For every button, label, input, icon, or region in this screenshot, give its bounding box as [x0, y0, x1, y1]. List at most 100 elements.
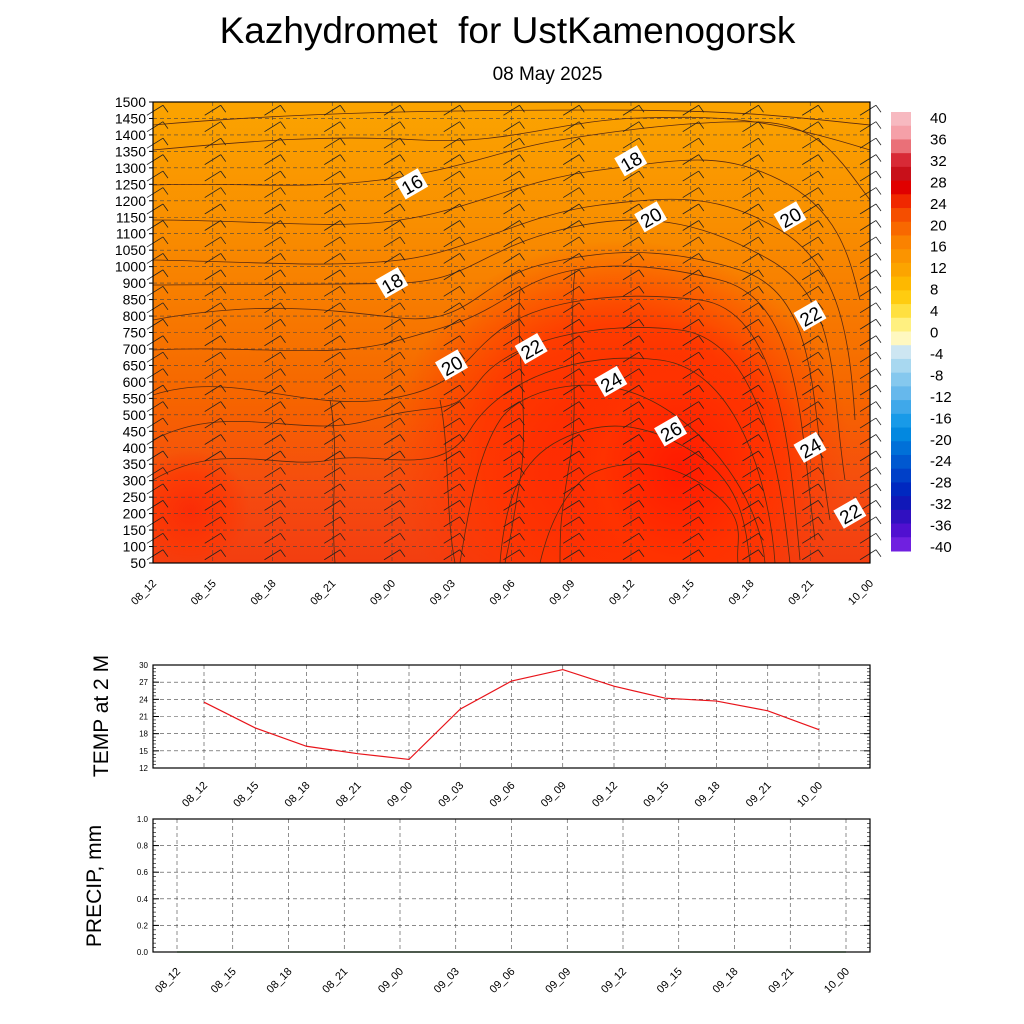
wind-barb-flag — [280, 319, 286, 327]
wind-barb — [503, 335, 520, 347]
x-tick-label: 09_12 — [590, 780, 620, 810]
colorbar-swatch — [891, 523, 911, 538]
wind-barb — [503, 154, 520, 165]
wind-barb-flag — [875, 335, 882, 343]
colorbar-swatch — [891, 112, 911, 127]
y-tick-label: 24 — [139, 695, 148, 704]
wind-barb — [264, 351, 281, 363]
wind-barb — [146, 203, 164, 215]
wind-barb-flag — [578, 401, 585, 409]
x-tick-label: 09_15 — [655, 966, 685, 996]
wind-barb-flag — [220, 236, 227, 245]
wind-barb — [264, 154, 281, 165]
wind-barb — [264, 549, 281, 561]
wind-barb — [324, 104, 341, 116]
wind-barb-flag — [875, 434, 882, 442]
wind-barb-flag — [578, 220, 585, 228]
wind-barb-flag — [519, 302, 525, 311]
wind-barb-flag — [459, 253, 466, 261]
wind-barb-flag — [220, 351, 227, 360]
colorbar-swatch — [891, 262, 911, 278]
wind-barb-flag — [638, 319, 645, 327]
wind-barb — [563, 302, 580, 314]
wind-barb-flag — [162, 533, 169, 541]
wind-barb-flag — [758, 434, 764, 442]
wind-barb-flag — [698, 401, 705, 409]
wind-barb-flag — [220, 549, 227, 558]
wind-barb-flag — [519, 401, 525, 409]
wind-barb — [622, 384, 640, 396]
contour-label-bg — [375, 267, 409, 299]
wind-barb-flag — [758, 467, 764, 475]
x-tick-label: 09_03 — [436, 780, 466, 810]
wind-barb — [264, 532, 281, 544]
wind-barb — [682, 187, 699, 198]
wind-barb-flag — [459, 269, 466, 278]
wind-barb-flag — [758, 137, 764, 146]
wind-barb — [563, 187, 580, 198]
wind-barb-flag — [875, 549, 882, 558]
colorbar-label: -8 — [930, 367, 943, 384]
wind-barb — [146, 104, 164, 116]
wind-barb — [264, 203, 281, 215]
wind-barb-flag — [698, 236, 705, 245]
wind-barb-flag — [459, 434, 466, 442]
wind-barb-flag — [399, 220, 406, 228]
wind-barb — [742, 368, 759, 379]
wind-barb — [742, 302, 759, 314]
y-tick-label: 1000 — [115, 259, 146, 275]
wind-barb-flag — [698, 302, 705, 311]
wind-barb — [742, 220, 759, 231]
heatmap-field — [153, 102, 870, 563]
wind-barb-flag — [162, 269, 169, 278]
wind-barb — [682, 351, 699, 363]
wind-barb — [622, 532, 640, 544]
wind-barb-flag — [519, 269, 525, 278]
wind-barb — [802, 154, 819, 165]
colorbar-swatch — [891, 194, 911, 209]
wind-barb — [146, 170, 164, 182]
wind-barb-flag — [758, 121, 764, 129]
wind-barb — [742, 401, 759, 412]
y-tick-label: 0.6 — [137, 868, 149, 877]
wind-barb-flag — [698, 319, 705, 327]
y-tick-label: 850 — [123, 292, 147, 308]
x-tick-label: 09_18 — [711, 966, 741, 996]
wind-barb — [264, 104, 281, 116]
wind-barb — [682, 269, 699, 281]
wind-barb-flag — [698, 335, 705, 343]
wind-barb-flag — [578, 319, 585, 327]
wind-barb-flag — [698, 170, 705, 179]
wind-barb — [264, 368, 281, 379]
precip-y-axis-label: PRECIP, mm — [83, 825, 106, 947]
wind-barb — [802, 104, 819, 116]
wind-barb — [204, 121, 221, 133]
wind-barb — [859, 302, 877, 314]
wind-barb — [682, 384, 699, 396]
wind-barb — [622, 187, 640, 198]
wind-barb — [622, 335, 640, 347]
temp-y-axis-label: TEMP at 2 M — [90, 655, 113, 777]
y-tick-label: 400 — [123, 440, 147, 456]
y-tick-label: 0.8 — [137, 842, 149, 851]
colorbar-swatch — [891, 125, 911, 140]
colorbar-swatch — [891, 235, 911, 250]
wind-barb-flag — [339, 220, 346, 228]
wind-barb-flag — [578, 170, 585, 179]
wind-barb — [146, 516, 164, 528]
wind-barb — [563, 121, 580, 133]
x-tick-label: 08_15 — [231, 780, 261, 810]
wind-barb-flag — [280, 121, 286, 129]
wind-barb-flag — [459, 335, 466, 343]
wind-barb-flag — [875, 253, 882, 261]
wind-barb-flag — [399, 500, 406, 508]
wind-barb-flag — [280, 137, 286, 146]
wind-barb-flag — [399, 319, 406, 327]
wind-barb-flag — [875, 417, 882, 426]
y-tick-label: 12 — [139, 764, 148, 773]
wind-barb-flag — [817, 533, 824, 541]
wind-barb — [324, 220, 341, 231]
wind-barb — [622, 170, 640, 182]
wind-barb — [503, 269, 520, 281]
wind-barb — [742, 516, 759, 528]
